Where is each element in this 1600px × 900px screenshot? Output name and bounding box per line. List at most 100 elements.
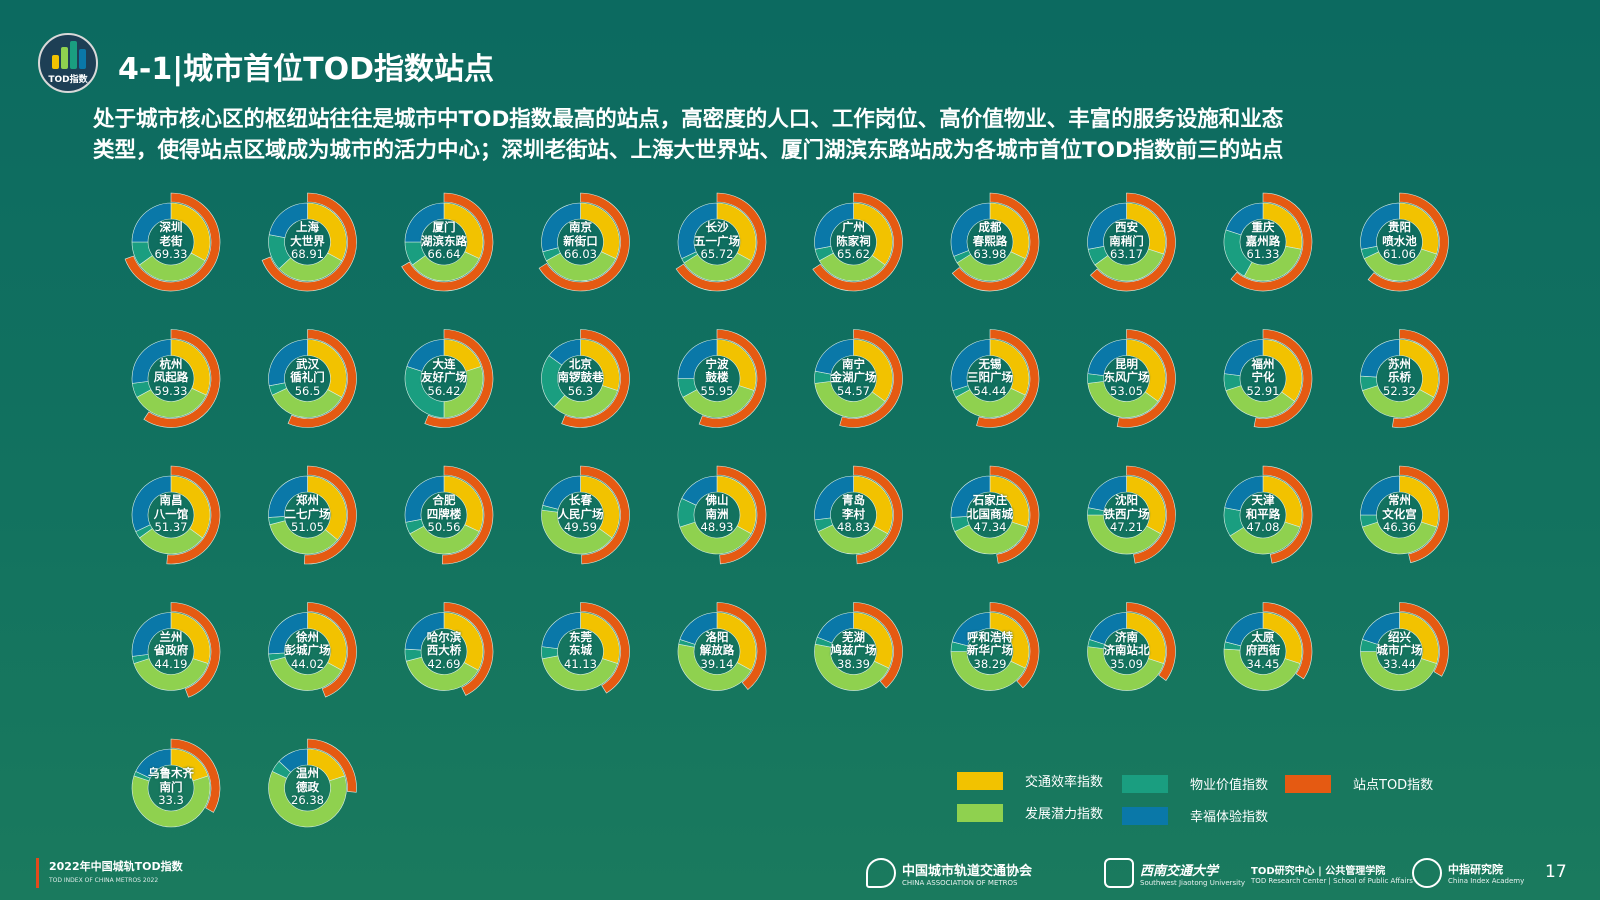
- station-label: 石家庄 北国商城 47.34: [950, 493, 1030, 535]
- donut-segment-happiness: [131, 475, 172, 533]
- station-station: 金湖广场: [830, 370, 877, 384]
- china-association-of-metros-logo: 中国城市轨道交通协会 CHINA ASSOCIATION OF METROS: [866, 858, 1032, 888]
- donut-segment-tod: [580, 602, 630, 694]
- station-donut: [814, 465, 903, 565]
- donut-segment-happiness: [268, 475, 308, 518]
- donut-segment-tod: [1230, 192, 1313, 292]
- station-score: 51.37: [154, 520, 188, 534]
- station-city: 昆明: [1115, 356, 1138, 371]
- station-donut: [1087, 192, 1176, 292]
- donut-segment-tod: [166, 465, 221, 565]
- station-score: 54.44: [973, 383, 1007, 398]
- station-city: 绍兴: [1388, 629, 1411, 644]
- station-station: 春熙路: [972, 233, 1008, 248]
- station-station: 南门: [159, 779, 183, 794]
- donut-segment-happiness: [1225, 202, 1264, 236]
- station-donut: [1223, 465, 1313, 564]
- station-donut: [541, 602, 630, 694]
- donut-segment-happiness: [816, 612, 854, 644]
- donut-segment-tod: [1262, 602, 1313, 680]
- donut-segment-happiness: [951, 612, 991, 647]
- donut-segment-happiness: [1360, 202, 1400, 250]
- station-donut: [1087, 329, 1176, 428]
- legend-label: 站点TOD指数: [1353, 778, 1434, 793]
- station-station: 鸠兹广场: [830, 643, 877, 657]
- station-donut: [404, 329, 494, 428]
- station-score: 63.17: [1110, 247, 1143, 261]
- station-score: 50.56: [427, 520, 461, 534]
- donut-segment-happiness: [1087, 339, 1127, 376]
- donut-segment-happiness: [1087, 202, 1127, 250]
- station-station: 凤起路: [153, 370, 189, 384]
- station-donut: [131, 602, 221, 698]
- donut-segment-tod: [989, 602, 1040, 689]
- legend-development: 发展潜力指数: [957, 803, 1103, 822]
- donut-segment-happiness: [814, 202, 854, 250]
- donut-segment-tod: [441, 465, 494, 565]
- station-donut: [538, 192, 630, 292]
- station-label: 大连 友好广场 56.42: [404, 357, 484, 399]
- subtitle: 处于城市核心区的枢纽站往往是城市中TOD指数最高的站点，高密度的人口、工作岗位、…: [93, 104, 1513, 166]
- station-donut: [1223, 192, 1313, 292]
- station-label: 长沙 五一广场 65.72: [677, 220, 757, 262]
- subtitle-line: 处于城市核心区的枢纽站往往是城市中TOD指数最高的站点，高密度的人口、工作岗位、…: [93, 107, 1284, 132]
- donut-segment-tod: [424, 329, 494, 428]
- station-label: 成都 春熙路 63.98: [950, 220, 1030, 262]
- station-donut: [541, 329, 630, 428]
- legend-tod: 站点TOD指数: [1285, 774, 1433, 793]
- donut-segment-development: [268, 770, 347, 828]
- donut-segment-happiness: [681, 475, 718, 506]
- donut-segment-tod: [287, 329, 357, 428]
- donut-segment-happiness: [1224, 612, 1264, 647]
- station-donut: [268, 329, 357, 428]
- station-score: 47.21: [1110, 520, 1143, 534]
- station-score: 54.57: [837, 383, 870, 398]
- station-city: 东莞: [569, 629, 592, 644]
- station-station: 老街: [159, 233, 183, 248]
- station-city: 呼和浩特: [967, 629, 1013, 644]
- station-donut: [541, 465, 630, 565]
- station-station: 五一广场: [694, 233, 740, 248]
- station-score: 51.05: [291, 520, 324, 534]
- donut-segment-happiness: [541, 202, 581, 253]
- donut-segment-happiness: [135, 748, 172, 779]
- org1-name-en: CHINA ASSOCIATION OF METROS: [902, 878, 1018, 887]
- station-city: 长沙: [705, 220, 729, 234]
- report-title: 2022年中国城轨TOD指数: [49, 860, 183, 873]
- station-label: 洛阳 解放路 39.14: [677, 630, 757, 672]
- station-station: 解放路: [699, 643, 735, 657]
- station-score: 52.91: [1246, 383, 1280, 398]
- station-station: 宁化: [1251, 370, 1275, 384]
- station-score: 38.39: [837, 656, 870, 671]
- station-label: 沈阳 铁西广场 47.21: [1087, 493, 1167, 535]
- station-score: 56.42: [427, 383, 461, 398]
- donut-segment-tod: [261, 192, 357, 292]
- station-score: 38.29: [973, 656, 1007, 671]
- donut-segment-tod: [307, 738, 357, 793]
- page-title: 4-1|城市首位TOD指数站点: [118, 52, 495, 87]
- station-city: 重庆: [1251, 220, 1275, 234]
- station-donut: [268, 738, 357, 828]
- station-label: 西安 南稍门 63.17: [1087, 220, 1167, 262]
- station-station: 大世界: [290, 233, 325, 248]
- station-donut: [814, 329, 903, 428]
- station-score: 55.95: [700, 383, 734, 398]
- station-donut: [677, 329, 767, 428]
- donut-segment-tod: [307, 602, 357, 698]
- station-score: 47.08: [1246, 520, 1280, 534]
- org2-name-en: Southwest Jiaotong University: [1140, 878, 1246, 887]
- station-label: 佛山 南洲 48.93: [677, 493, 757, 535]
- station-label: 常州 文化宫 46.36: [1360, 493, 1440, 535]
- station-score: 56.5: [294, 383, 321, 398]
- donut-segment-tod: [1399, 465, 1449, 564]
- station-station: 三阳广场: [967, 370, 1013, 384]
- station-station: 东城: [569, 643, 592, 657]
- station-label: 武汉 循礼门 56.5: [268, 357, 348, 399]
- station-donut: [131, 465, 221, 565]
- donut-segment-happiness: [542, 475, 581, 510]
- station-station: 新街口: [563, 233, 598, 248]
- donut-segment-happiness: [1360, 475, 1400, 516]
- donut-segment-development: [1087, 646, 1164, 691]
- swjtu-emblem-icon: [1104, 858, 1134, 888]
- donut-segment-tod: [989, 465, 1040, 564]
